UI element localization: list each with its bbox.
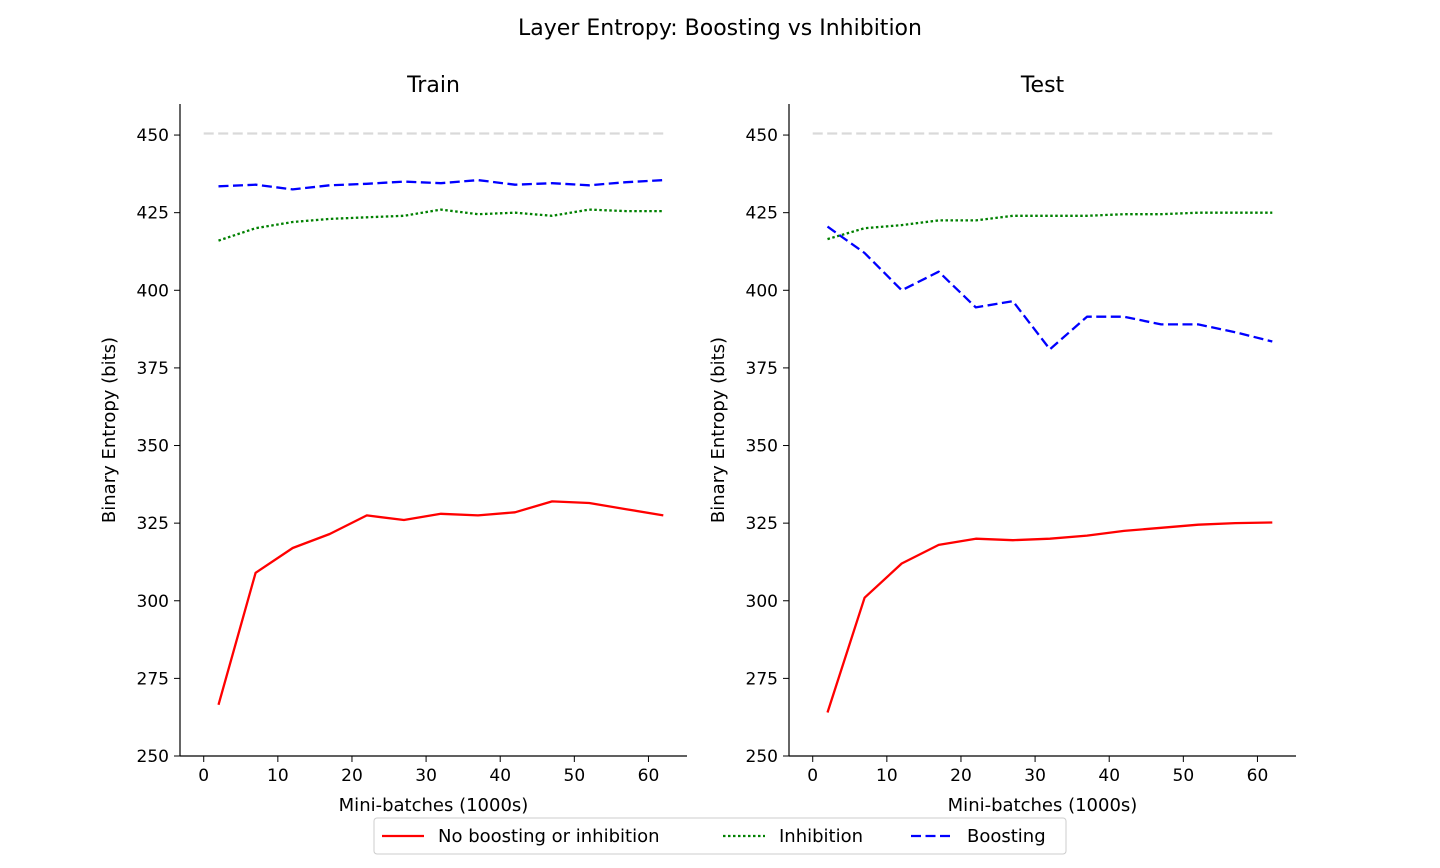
y-tick-label: 400 [137,281,169,301]
panel-test: Test 0 10 20 30 40 50 60 250 275 300 325 350 375 400 42… [708,73,1296,816]
y-tick-label: 275 [137,669,169,689]
panel-train: Train 0 10 20 30 40 50 60 250 275 300 325 350 375 400 4… [99,73,687,816]
x-tick-label: 40 [1098,766,1120,786]
y-tick-label: 375 [137,359,169,379]
y-tick-label: 275 [746,669,778,689]
y-tick-label: 425 [746,204,778,224]
series-line-no-boosting-or-inhibition [826,521,1273,713]
x-tick-label: 50 [564,766,586,786]
y-axis-label: Binary Entropy (bits) [708,337,729,523]
x-tick-label: 10 [267,766,289,786]
y-tick-label: 300 [137,592,169,612]
x-tick-label: 30 [1024,766,1046,786]
x-tick-label: 0 [198,766,209,786]
y-tick-label: 250 [137,747,169,767]
legend-label: Inhibition [779,826,863,847]
y-tick-label: 450 [746,126,778,146]
x-tick-label: 60 [638,766,660,786]
x-tick-label: 0 [807,766,818,786]
x-tick-label: 10 [876,766,898,786]
x-tick-label: 60 [1247,766,1269,786]
y-tick-label: 325 [137,514,169,534]
series-line-boosting [218,178,664,191]
x-tick-label: 40 [489,766,511,786]
panel-title: Test [1020,73,1065,98]
y-axis-label: Binary Entropy (bits) [99,337,120,523]
y-tick-label: 325 [746,514,778,534]
series-line-boosting [826,225,1273,351]
x-tick-label: 20 [950,766,972,786]
x-axis-label: Mini-batches (1000s) [339,795,529,816]
y-tick-label: 350 [137,437,169,457]
y-tick-label: 250 [746,747,778,767]
series-line-no-boosting-or-inhibition [217,500,664,706]
legend-frame [373,817,1067,855]
y-tick-label: 425 [137,204,169,224]
x-axis-label: Mini-batches (1000s) [948,795,1138,816]
y-tick-label: 375 [746,359,778,379]
series-line-inhibition [218,208,664,242]
y-tick-label: 450 [137,126,169,146]
x-tick-label: 50 [1173,766,1195,786]
y-tick-label: 350 [746,437,778,457]
series-line-inhibition [827,211,1273,241]
panel-title: Train [406,73,460,98]
legend-label: No boosting or inhibition [438,826,660,847]
legend-label: Boosting [967,826,1046,847]
legend: No boosting or inhibition Inhibition Boost… [373,817,1067,855]
y-tick-label: 300 [746,592,778,612]
x-tick-label: 30 [415,766,437,786]
y-tick-label: 400 [746,281,778,301]
x-tick-label: 20 [341,766,363,786]
figure-title: Layer Entropy: Boosting vs Inhibition [518,16,922,41]
